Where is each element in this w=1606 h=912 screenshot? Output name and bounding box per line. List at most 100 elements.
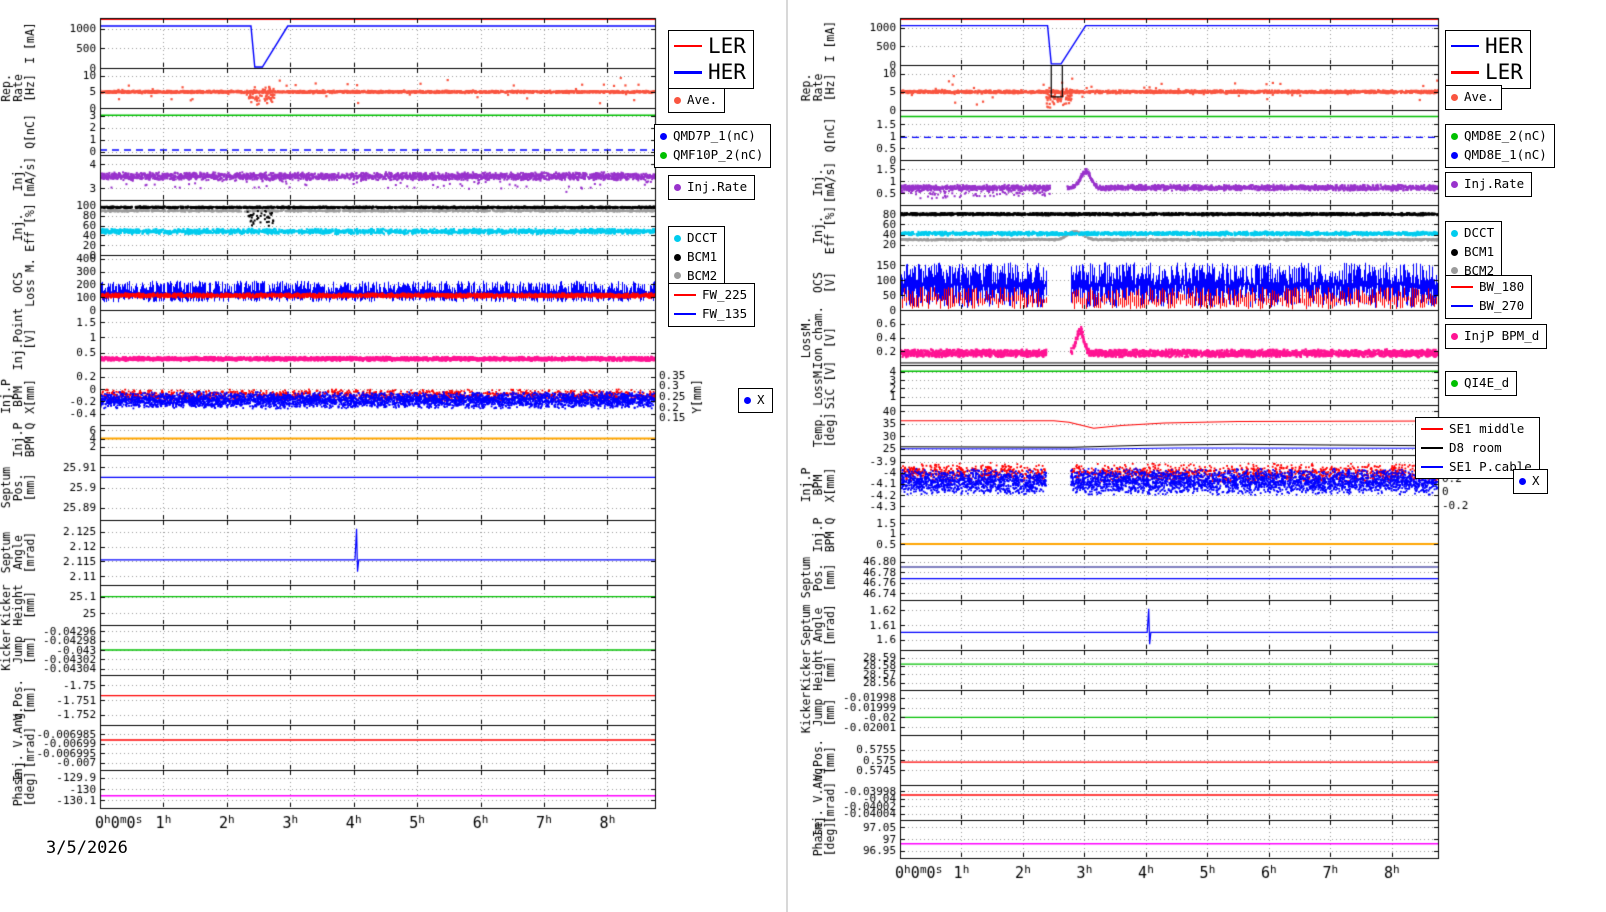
legend-label: SE1 P.cable — [1449, 458, 1532, 474]
legend-entry: DCCT — [674, 229, 717, 248]
legend-box: QMD7P_1(nC) QMF10P_2(nC) — [654, 124, 772, 168]
legend-entry: InjP BPM_d — [1451, 327, 1539, 346]
legend-box: DCCT BCM1 BCM2 — [668, 226, 726, 289]
legend-entry: SE1 middle — [1421, 420, 1532, 439]
legend-dot-marker — [1451, 132, 1458, 140]
legend-dot-marker — [674, 234, 681, 242]
legend-line-marker — [1451, 71, 1479, 74]
legend-dot-marker — [1451, 332, 1458, 340]
legend-label: LER — [1485, 60, 1523, 85]
legend-label: HER — [708, 60, 746, 85]
legend-dot-marker — [674, 253, 681, 261]
legend-label: Inj.Rate — [687, 179, 748, 194]
legend-label: QMD8E_1(nC) — [1464, 146, 1547, 162]
legend-line-marker — [1421, 428, 1443, 431]
legend-entry: BCM1 — [1451, 243, 1494, 262]
legend-box: Inj.Rate — [1445, 172, 1533, 197]
legend-entry: HER — [674, 59, 746, 85]
legend-label: FW_225 — [702, 287, 748, 302]
legend-box: QMD8E_2(nC) QMD8E_1(nC) — [1445, 124, 1555, 168]
legend-entry: Ave. — [1451, 88, 1494, 107]
legend-dot-marker — [744, 396, 751, 404]
legend-label: LER — [708, 34, 746, 58]
legend-entry: QMD7P_1(nC) — [660, 127, 763, 146]
legend-dot-marker — [1451, 180, 1458, 188]
legend-box: InjP BPM_d — [1445, 324, 1548, 349]
legend-label: FW_135 — [702, 305, 748, 321]
legend-label: BCM1 — [687, 248, 718, 264]
legend-box: HER LER — [1445, 30, 1531, 89]
legend-label: Inj.Rate — [1464, 176, 1525, 191]
legend-box: X — [1513, 469, 1548, 494]
legend-entry: QMD8E_2(nC) — [1451, 127, 1547, 146]
legend-line-marker — [674, 294, 696, 297]
legend-entry: LER — [674, 33, 746, 59]
legend-entry: LER — [1451, 59, 1523, 85]
legend-entry: SE1 P.cable — [1421, 458, 1532, 477]
left-chart-panel: LER HER Ave. QMD7P_1(nC) QMF10P_2(nC) Inj.Rat… — [0, 0, 785, 912]
legend-entry: FW_135 — [674, 305, 747, 324]
legend-dot-marker — [674, 272, 681, 280]
legend-entry: QMF10P_2(nC) — [660, 146, 763, 165]
legend-dot-marker — [1451, 267, 1458, 275]
legend-label: BCM1 — [1464, 243, 1495, 259]
legend-entry: BCM1 — [674, 248, 717, 267]
legend-dot-marker — [674, 96, 681, 104]
panel-divider — [786, 0, 788, 912]
legend-entry: BCM2 — [674, 267, 717, 286]
legend-label: QMD8E_2(nC) — [1464, 128, 1547, 143]
legend-label: QI4E_d — [1464, 375, 1510, 390]
legend-line-marker — [1421, 447, 1443, 450]
legend-label: D8 room — [1449, 439, 1502, 455]
legend-entry: BW_180 — [1451, 278, 1524, 297]
legend-label: BW_270 — [1479, 297, 1525, 313]
legend-dot-marker — [1451, 248, 1458, 256]
legend-label: Ave. — [1464, 89, 1495, 104]
legend-entry: DCCT — [1451, 224, 1494, 243]
date-label: 3/5/2026 — [46, 838, 128, 858]
legend-label: DCCT — [687, 230, 718, 245]
legend-dot-marker — [1519, 477, 1526, 485]
legend-label: BW_180 — [1479, 279, 1525, 294]
legend-dot-marker — [660, 132, 667, 140]
legend-dot-marker — [1451, 229, 1458, 237]
legend-box: Inj.Rate — [668, 175, 756, 200]
legend-entry: X — [1519, 472, 1540, 491]
legend-label: InjP BPM_d — [1464, 328, 1540, 343]
legend-label: QMF10P_2(nC) — [673, 146, 764, 162]
legend-entry: HER — [1451, 33, 1523, 59]
legend-dot-marker — [674, 183, 681, 191]
legend-label: SE1 middle — [1449, 421, 1525, 436]
legend-dot-marker — [1451, 379, 1458, 387]
legend-box: Ave. — [668, 88, 726, 113]
legend-box: BW_180 BW_270 — [1445, 275, 1533, 319]
legend-line-marker — [1451, 305, 1473, 308]
legend-entry: Inj.Rate — [674, 178, 747, 197]
legend-entry: BCM2 — [1451, 262, 1494, 281]
legend-entry: QMD8E_1(nC) — [1451, 146, 1547, 165]
legend-box: LER HER — [668, 30, 754, 89]
legend-box: QI4E_d — [1445, 371, 1518, 396]
legend-entry: BW_270 — [1451, 297, 1524, 316]
legend-entry: FW_225 — [674, 286, 747, 305]
legend-dot-marker — [1451, 93, 1458, 101]
legend-label: Ave. — [687, 92, 718, 107]
legend-box: X — [738, 388, 773, 413]
legend-entry: QI4E_d — [1451, 374, 1509, 393]
legend-label: QMD7P_1(nC) — [673, 128, 756, 143]
legend-line-marker — [674, 44, 702, 48]
right-chart-panel: HER LER Ave. QMD8E_2(nC) QMD8E_1(nC) Inj.Rate… — [790, 0, 1606, 912]
legend-entry: D8 room — [1421, 439, 1532, 458]
legend-dot-marker — [660, 151, 667, 159]
legend-box: Ave. — [1445, 85, 1503, 110]
legend-box: SE1 middle D8 room SE1 P.cable — [1415, 417, 1540, 480]
legend-entry: Ave. — [674, 91, 717, 110]
legend-line-marker — [1451, 44, 1479, 48]
legend-entry: Inj.Rate — [1451, 175, 1524, 194]
legend-line-marker — [1451, 286, 1473, 289]
legend-line-marker — [1421, 465, 1443, 468]
legend-line-marker — [674, 71, 702, 74]
legend-label: DCCT — [1464, 225, 1495, 240]
legend-box: FW_225 FW_135 — [668, 283, 756, 327]
